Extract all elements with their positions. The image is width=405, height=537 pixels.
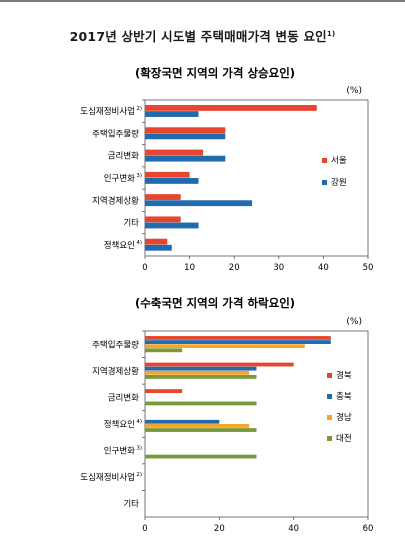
page-title-note: 1) xyxy=(326,29,336,38)
legend-swatch xyxy=(327,373,332,378)
bar-서울 xyxy=(145,238,168,245)
category-label: 주택입주물량 xyxy=(92,339,139,350)
legend-swatch xyxy=(327,394,332,399)
bar-서울 xyxy=(145,194,181,200)
x-tick-label: 40 xyxy=(288,524,299,534)
legend-label: 경북 xyxy=(336,370,352,381)
category-note: 2) xyxy=(136,472,142,478)
bar-대전 xyxy=(145,454,257,459)
bar-충북 xyxy=(145,340,331,344)
legend-label: 경남 xyxy=(336,412,352,423)
category-label: 금리변화 xyxy=(108,151,139,162)
unit-label: (%) xyxy=(346,317,362,327)
category-label: 도심재정비사업 xyxy=(80,106,135,117)
legend-label: 대전 xyxy=(336,433,352,444)
category-label: 도심재정비사업 xyxy=(80,472,135,483)
category-note: 2) xyxy=(136,106,142,112)
page-title-text: 2017년 상반기 시도별 주택매매가격 변동 요인 xyxy=(69,29,327,44)
bar-서울 xyxy=(145,105,317,111)
bar-충북 xyxy=(145,366,257,371)
category-label: 기타 xyxy=(123,219,139,229)
category-note: 3) xyxy=(136,173,142,179)
legend-label: 강원 xyxy=(331,177,347,188)
bar-충북 xyxy=(145,419,220,424)
x-tick-label: 10 xyxy=(184,263,195,273)
category-label: 정책요인 xyxy=(104,419,135,430)
top-rule xyxy=(0,0,405,2)
bar-경북 xyxy=(145,336,331,340)
category-label: 인구변화 xyxy=(104,446,135,457)
page-title: 2017년 상반기 시도별 주택매매가격 변동 요인1) xyxy=(0,26,405,45)
bar-대전 xyxy=(145,428,257,432)
category-label: 주택입주물량 xyxy=(92,128,139,139)
bar-서울 xyxy=(145,216,181,223)
bar-서울 xyxy=(145,127,226,134)
legend-label: 서울 xyxy=(331,156,347,166)
x-tick-label: 30 xyxy=(273,263,284,273)
bar-서울 xyxy=(145,149,203,156)
unit-label: (%) xyxy=(346,86,362,96)
bar-강원 xyxy=(145,222,199,229)
bar-경남 xyxy=(145,370,250,375)
category-label: 지역경제상황 xyxy=(92,195,139,206)
category-label: 지역경제상황 xyxy=(92,366,139,377)
category-label: 정책요인 xyxy=(104,240,135,251)
bar-대전 xyxy=(145,374,257,379)
bar-강원 xyxy=(145,133,226,140)
category-label: 금리변화 xyxy=(108,392,139,403)
legend-label: 충북 xyxy=(336,392,352,402)
legend-swatch xyxy=(327,436,332,441)
category-note: 4) xyxy=(136,419,142,425)
x-tick-label: 0 xyxy=(142,524,147,534)
bar-경북 xyxy=(145,362,294,367)
bar-경남 xyxy=(145,344,305,349)
chart-contraction: (수축국면 지역의 가격 하락요인) (%) 0 20 40 60 주택입주물량지역경제상황… xyxy=(80,296,374,534)
chart-expansion: (확장국면 지역의 가격 상승요인) (%) 0 10 20 30 40 50 도심재정비사업 2… xyxy=(80,66,374,273)
category-note: 3) xyxy=(136,446,142,452)
x-tick-label: 50 xyxy=(363,263,374,273)
x-tick-label: 20 xyxy=(214,524,225,534)
bar-강원 xyxy=(145,244,172,251)
x-tick-label: 0 xyxy=(142,263,147,273)
chart-title: (확장국면 지역의 가격 상승요인) xyxy=(135,66,295,80)
legend-swatch xyxy=(322,158,327,163)
category-note: 4) xyxy=(136,240,142,246)
x-tick-label: 40 xyxy=(318,263,329,273)
category-label: 인구변화 xyxy=(104,173,135,184)
chart-title: (수축국면 지역의 가격 하락요인) xyxy=(135,296,295,310)
bar-강원 xyxy=(145,178,199,184)
bar-서울 xyxy=(145,171,190,178)
bar-대전 xyxy=(145,348,183,353)
bar-강원 xyxy=(145,111,199,117)
x-tick-label: 20 xyxy=(229,263,240,273)
category-label: 기타 xyxy=(123,500,139,510)
bar-대전 xyxy=(145,401,257,406)
legend-swatch xyxy=(327,415,332,420)
bar-강원 xyxy=(145,155,226,162)
bar-강원 xyxy=(145,200,253,207)
legend-swatch xyxy=(322,180,327,185)
bar-경남 xyxy=(145,424,250,428)
bar-경북 xyxy=(145,389,183,394)
x-tick-label: 60 xyxy=(363,524,374,534)
